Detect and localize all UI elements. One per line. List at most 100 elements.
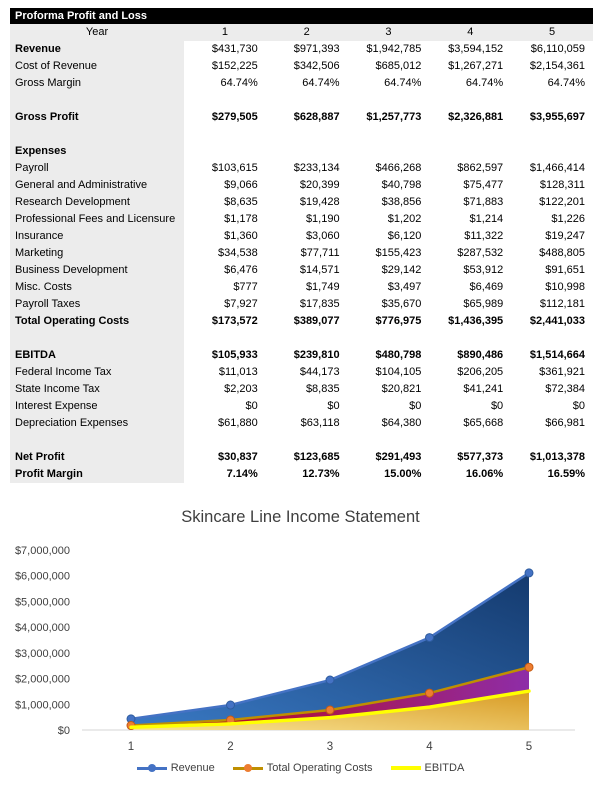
cell-value: $35,670: [381, 298, 422, 310]
cell-value: $155,423: [375, 247, 422, 259]
cell-value: 64.74%: [302, 77, 340, 89]
table-row: EBITDA $105,933 $239,810 $480,798 $890,486 $1…: [10, 347, 593, 364]
cell-value: [184, 92, 266, 109]
cell-value: $862,597: [457, 162, 504, 174]
cell-value: $431,730: [211, 43, 258, 55]
cell-value: $2,203: [224, 383, 258, 395]
cell-value: [511, 330, 593, 347]
cell-value: $103,615: [211, 162, 258, 174]
cell-value: [348, 126, 430, 143]
table-row: [10, 92, 593, 109]
cell-value: [184, 330, 266, 347]
table-row: [10, 432, 593, 449]
y-axis-tick-label: $4,000,000: [15, 622, 70, 634]
cell-value: $1,436,395: [448, 315, 504, 327]
table-row: Insurance $1,360 $3,060 $6,120 $11,322 $19,24…: [10, 228, 593, 245]
cell-value: $1,257,773: [366, 111, 422, 123]
cell-value: $8,635: [224, 196, 258, 208]
cell-value: $1,267,271: [448, 60, 504, 72]
cell-value: 7.14%: [226, 468, 258, 480]
cell-value: $287,532: [457, 247, 504, 259]
year-column-header: 1: [184, 24, 266, 41]
cell-value: $1,749: [305, 281, 340, 293]
year-column-header: 2: [265, 24, 348, 41]
pnl-rows: Year 1 2 3 4 5 Revenue $431,730 $971,393 $1,942,7…: [10, 24, 593, 483]
cell-value: $577,373: [457, 451, 504, 463]
table-row: Net Profit $30,837 $123,685 $291,493 $577,37…: [10, 449, 593, 466]
cell-value: $38,856: [381, 196, 422, 208]
cell-value: $3,060: [305, 230, 340, 242]
cell-value: $112,181: [539, 298, 585, 310]
cell-value: $173,572: [211, 315, 258, 327]
x-axis-tick-label: 4: [426, 741, 433, 753]
table-row: Cost of Revenue $152,225 $342,506 $685,012 $…: [10, 58, 593, 75]
cell-value: 64.74%: [547, 77, 585, 89]
cell-value: [429, 92, 511, 109]
legend-label: Revenue: [170, 762, 215, 774]
legend-item: EBITDA: [390, 762, 465, 774]
cell-value: $11,013: [218, 366, 258, 378]
cell-value: $29,142: [381, 264, 422, 276]
cell-value: $291,493: [375, 451, 422, 463]
row-label: [10, 432, 184, 449]
year-label: Year: [10, 24, 184, 41]
table-row: Profit Margin 7.14% 12.73% 15.00% 16.06% 16.5…: [10, 466, 593, 483]
cell-value: [511, 143, 593, 160]
row-label: Gross Margin: [10, 75, 184, 92]
pnl-table-title: Proforma Profit and Loss: [10, 8, 593, 24]
row-label: Revenue: [10, 41, 184, 58]
cell-value: $20,399: [299, 179, 340, 191]
cell-value: $71,883: [463, 196, 504, 208]
y-axis-tick-label: $2,000,000: [15, 674, 70, 686]
table-row: Revenue $431,730 $971,393 $1,942,785 $3,594,…: [10, 41, 593, 58]
table-row: General and Administrative $9,066 $20,399 $…: [10, 177, 593, 194]
table-row: State Income Tax $2,203 $8,835 $20,821 $41,2…: [10, 381, 593, 398]
cell-value: $65,989: [463, 298, 504, 310]
legend-line-swatch: [390, 766, 421, 770]
cell-value: [348, 432, 430, 449]
row-label: [10, 92, 184, 109]
cell-value: [511, 92, 593, 109]
cell-value: [348, 92, 430, 109]
cell-value: $488,805: [539, 247, 585, 259]
x-axis-tick-label: 2: [227, 741, 233, 753]
legend-label: EBITDA: [424, 762, 465, 774]
legend-item: Total Operating Costs: [232, 762, 373, 774]
cell-value: $0: [409, 400, 422, 412]
table-row: Total Operating Costs $173,572 $389,077 $77…: [10, 313, 593, 330]
cell-value: $342,506: [293, 60, 340, 72]
year-header-row: Year 1 2 3 4 5: [10, 24, 593, 41]
table-row: Gross Margin 64.74% 64.74% 64.74% 64.74% 64.7…: [10, 75, 593, 92]
y-axis-tick-label: $1,000,000: [15, 699, 70, 711]
cell-value: 16.59%: [547, 468, 585, 480]
cell-value: $9,066: [224, 179, 258, 191]
cell-value: $3,594,152: [448, 43, 504, 55]
cell-value: $123,685: [293, 451, 340, 463]
cell-value: $3,955,697: [529, 111, 585, 123]
row-label: Depreciation Expenses: [10, 415, 184, 432]
cell-value: $0: [327, 400, 340, 412]
cell-value: $1,178: [224, 213, 258, 225]
y-axis-tick-label: $6,000,000: [15, 571, 70, 583]
income-chart-svg: $0 $1,000,000 $2,000,000 $3,000,000 $4,000,0…: [15, 545, 575, 753]
cell-value: 64.74%: [384, 77, 422, 89]
cell-value: $104,105: [375, 366, 422, 378]
row-label: State Income Tax: [10, 381, 184, 398]
cell-value: [511, 432, 593, 449]
cell-value: $206,205: [457, 366, 504, 378]
chart-title: Skincare Line Income Statement: [181, 508, 420, 526]
cell-value: $480,798: [375, 349, 422, 361]
cell-value: $6,469: [469, 281, 504, 293]
row-label: General and Administrative: [10, 177, 184, 194]
cell-value: [266, 92, 348, 109]
row-label: Insurance: [10, 228, 184, 245]
cell-value: $44,173: [299, 366, 340, 378]
cell-value: [429, 330, 511, 347]
cell-value: $72,384: [545, 383, 585, 395]
cell-value: $40,798: [381, 179, 422, 191]
cell-value: $7,927: [224, 298, 258, 310]
cell-value: [266, 126, 348, 143]
cell-value: $64,380: [381, 417, 422, 429]
x-axis-tick-label: 3: [327, 741, 333, 753]
